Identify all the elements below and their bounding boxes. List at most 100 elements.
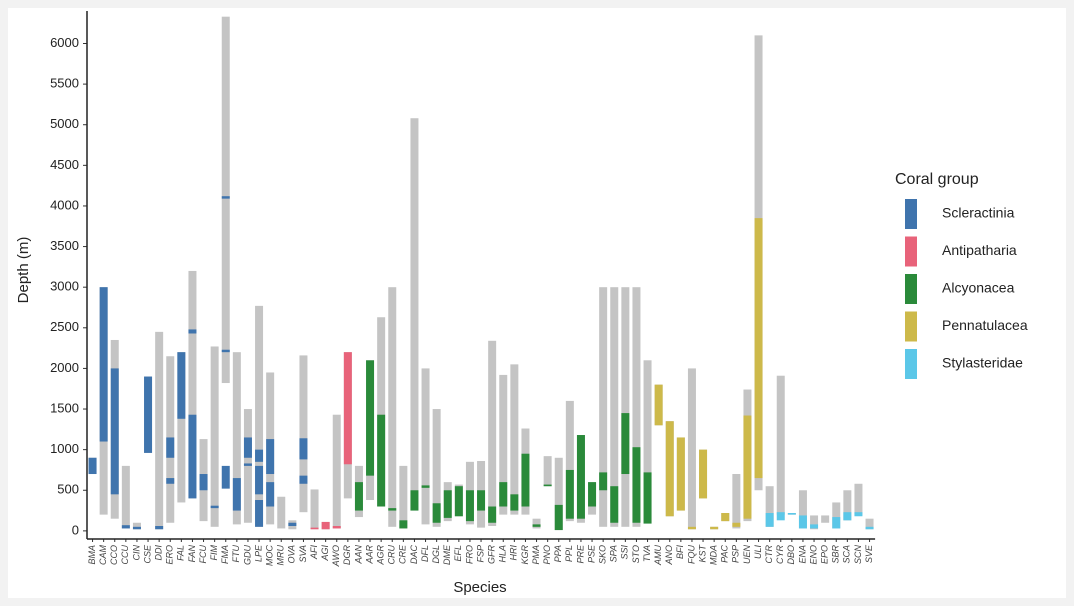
x-tick-label: UEN: [742, 545, 752, 565]
x-tick-label: SPA: [609, 545, 619, 562]
x-tick-label: KST: [697, 544, 707, 563]
observed-bar: [99, 287, 108, 442]
legend-key: [905, 199, 917, 229]
observed-bar: [743, 415, 752, 519]
legend-label: Pennatulacea: [942, 317, 1028, 333]
x-tick-label: ULI: [753, 545, 763, 560]
observed-bar: [410, 490, 419, 511]
observed-bar: [654, 384, 663, 426]
observed-bar: [588, 482, 597, 507]
observed-bar: [477, 490, 486, 511]
y-tick-label: 1500: [50, 400, 79, 415]
x-tick-label: KGR: [520, 545, 530, 565]
x-tick-label: CIN: [131, 545, 141, 561]
observed-bar: [776, 512, 785, 521]
observed-bar: [199, 474, 208, 491]
x-tick-label: PPA: [553, 545, 563, 562]
range-bar: [810, 515, 819, 530]
x-tick-label: DGR: [342, 545, 352, 566]
observed-bar: [366, 360, 375, 476]
observed-bar: [299, 475, 308, 484]
observed-bar: [188, 329, 197, 334]
x-tick-label: OVA: [287, 545, 297, 564]
x-tick-label: SCN: [853, 545, 863, 565]
range-bar: [488, 340, 497, 527]
legend-key: [905, 236, 917, 267]
observed-bar: [177, 352, 186, 419]
range-bar: [377, 317, 386, 507]
x-tick-label: PSE: [586, 544, 596, 563]
x-axis-label: Species: [453, 579, 506, 596]
observed-bar: [854, 512, 863, 517]
observed-bar: [421, 485, 430, 488]
x-tick-label: PNO: [542, 545, 552, 565]
y-tick-label: 3000: [50, 279, 79, 294]
y-tick-label: 500: [57, 482, 79, 497]
x-tick-label: SCA: [842, 545, 852, 564]
x-tick-label: CSE: [142, 544, 152, 564]
x-tick-label: LPE: [253, 544, 263, 562]
x-tick-label: CCO: [109, 545, 119, 565]
range-bar: [221, 16, 230, 384]
observed-bar: [210, 505, 219, 509]
x-tick-label: CRU: [387, 545, 397, 565]
observed-bar: [299, 438, 308, 460]
observed-bar: [132, 526, 141, 530]
range-bar: [821, 515, 830, 523]
y-tick-label: 4500: [50, 157, 79, 172]
x-tick-label: MDA: [709, 545, 719, 565]
x-tick-label: SKO: [598, 545, 608, 564]
x-tick-label: ENO: [808, 545, 818, 565]
observed-bar: [432, 503, 441, 523]
observed-bar: [88, 457, 97, 475]
range-bar: [643, 360, 652, 524]
observed-bar: [521, 453, 530, 507]
observed-bar: [310, 527, 319, 530]
x-tick-label: DME: [442, 544, 452, 565]
observed-bar: [565, 469, 574, 519]
y-tick-label: 3500: [50, 238, 79, 253]
y-axis-label: Depth (m): [15, 237, 32, 304]
observed-bar: [787, 513, 796, 515]
observed-bar: [676, 437, 685, 511]
observed-bar: [221, 349, 230, 353]
range-bar: [554, 457, 563, 531]
observed-bar: [121, 525, 130, 529]
x-tick-label: CRE: [398, 544, 408, 564]
range-bar: [188, 270, 197, 499]
x-tick-label: DDI: [154, 545, 164, 561]
range-bar: [621, 287, 630, 527]
x-tick-label: FCU: [198, 545, 208, 564]
range-bar: [310, 489, 319, 530]
range-bar: [632, 287, 641, 527]
observed-bar: [266, 439, 275, 475]
observed-bar: [232, 478, 241, 511]
range-bar: [610, 287, 619, 527]
observed-bar: [710, 526, 719, 530]
range-bar: [510, 364, 519, 515]
legend-key: [905, 274, 917, 304]
x-tick-label: ERO: [165, 545, 175, 565]
observed-bar: [255, 465, 264, 495]
observed-bar: [443, 490, 452, 518]
x-tick-label: DAC: [409, 545, 419, 565]
x-tick-label: HLA: [498, 545, 508, 563]
x-tick-label: FMA: [220, 545, 230, 564]
range-bar: [843, 490, 852, 521]
x-tick-label: ANO: [664, 545, 674, 566]
x-tick-label: GFR: [487, 545, 497, 564]
x-tick-label: FIM: [209, 545, 219, 561]
range-bar: [332, 414, 341, 529]
range-bar: [299, 355, 308, 513]
observed-bar: [188, 414, 197, 499]
x-tick-label: PPL: [564, 545, 574, 562]
observed-bar: [399, 520, 408, 529]
observed-bar: [610, 486, 619, 523]
range-bar: [399, 465, 408, 529]
range-bar: [687, 368, 696, 530]
x-tick-label: SVA: [298, 545, 308, 563]
x-tick-label: FTU: [231, 545, 241, 563]
range-bar: [210, 346, 219, 527]
range-bar: [155, 331, 164, 530]
